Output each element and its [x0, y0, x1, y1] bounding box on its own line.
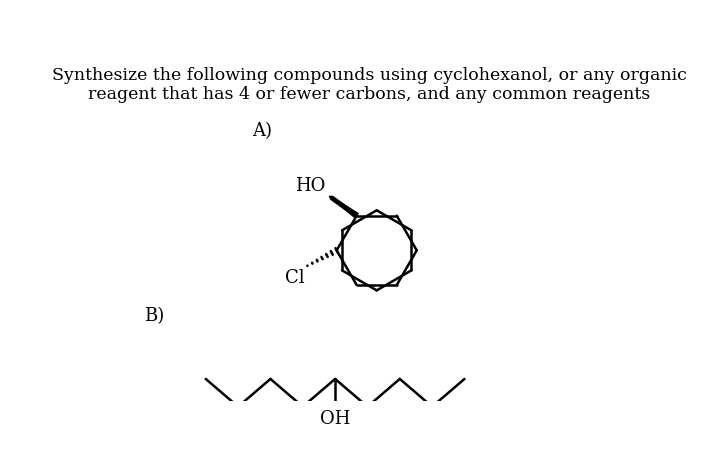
Text: OH: OH	[320, 410, 351, 428]
Text: HO: HO	[294, 177, 325, 195]
Text: A): A)	[252, 122, 272, 140]
Text: Cl: Cl	[284, 269, 305, 287]
Polygon shape	[330, 196, 359, 218]
Text: Synthesize the following compounds using cyclohexanol, or any organic: Synthesize the following compounds using…	[52, 67, 686, 84]
Text: reagent that has 4 or fewer carbons, and any common reagents: reagent that has 4 or fewer carbons, and…	[88, 86, 650, 103]
Text: B): B)	[144, 307, 164, 325]
